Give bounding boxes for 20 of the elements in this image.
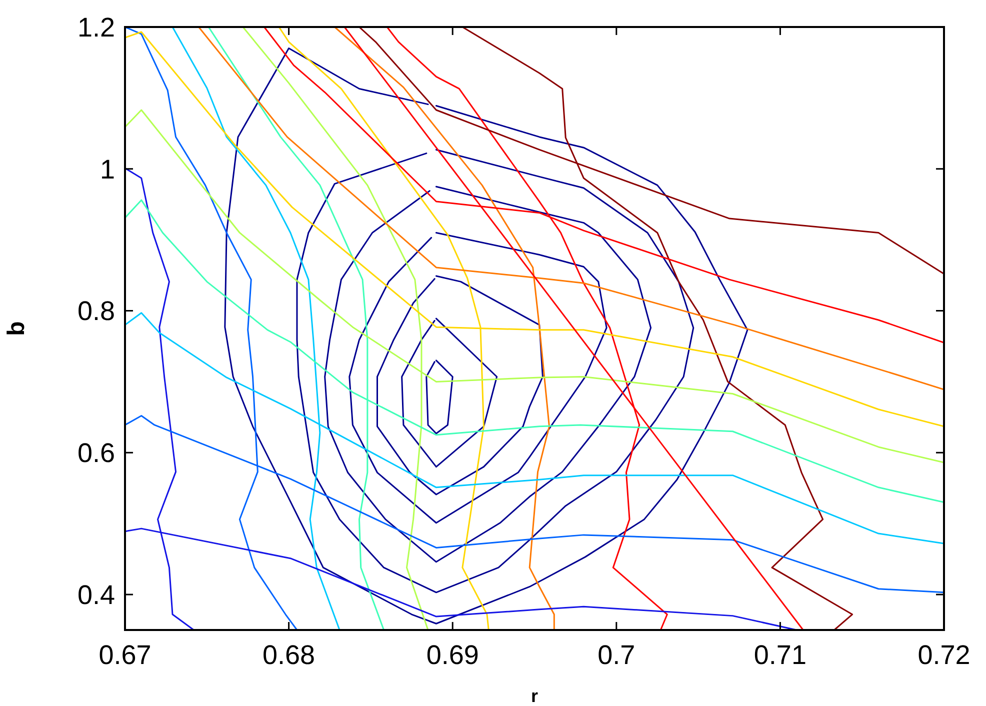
y-tick-label: 0.8: [77, 296, 115, 326]
x-tick-label: 0.68: [262, 640, 316, 670]
line-series: [224, 48, 748, 624]
y-tick-label: 0.6: [77, 438, 115, 468]
y-tick-label: 1.2: [77, 12, 115, 42]
y-tick-label: 1: [100, 154, 115, 184]
x-tick-label: 0.71: [754, 640, 806, 670]
line-series: [401, 318, 498, 468]
line-series: [348, 232, 608, 524]
line-series: [296, 148, 694, 594]
line-series: [426, 360, 454, 434]
x-tick-label: 0.67: [98, 640, 152, 670]
x-tick-label: 0.69: [426, 640, 479, 670]
y-tick-label: 0.4: [77, 580, 115, 610]
line-series: [376, 275, 544, 496]
y-axis-title: b: [3, 321, 30, 336]
x-tick-label: 0.72: [918, 640, 970, 670]
x-tick-label: 0.7: [598, 640, 636, 670]
line-series: [324, 186, 652, 563]
x-axis-title: r: [530, 686, 538, 706]
